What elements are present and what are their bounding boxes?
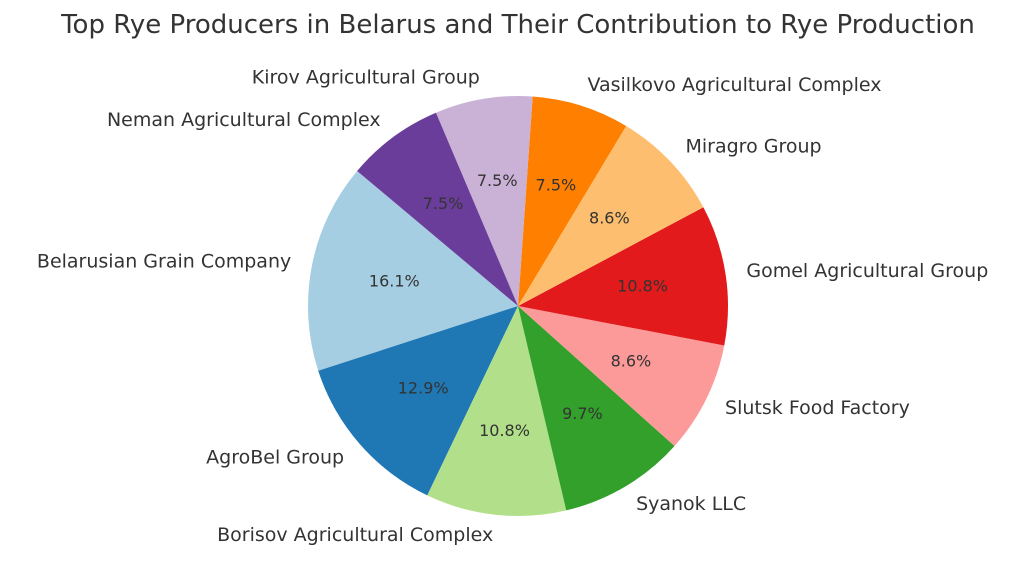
slice-label-kirov-agricultural-group: Kirov Agricultural Group [252, 67, 480, 89]
slice-labels: 16.1% Belarusian Grain Company 12.9% AgroBe… [37, 67, 988, 546]
slice-label-agrobel-group: AgroBel Group [206, 447, 344, 469]
pct-label-neman-agricultural-complex: 7.5% [423, 194, 464, 213]
pct-label-kirov-agricultural-group: 7.5% [477, 171, 518, 190]
slice-label-gomel-agricultural-group: Gomel Agricultural Group [746, 260, 988, 282]
slice-label-miragro-group: Miragro Group [686, 135, 822, 157]
pie-slice-neman-agricultural-complex [357, 112, 518, 307]
slice-label-syanok-llc: Syanok LLC [636, 493, 746, 515]
chart-title: Top Rye Producers in Belarus and Their C… [60, 10, 975, 40]
slice-label-slutsk-food-factory: Slutsk Food Factory [725, 397, 910, 419]
pct-label-slutsk-food-factory: 8.6% [611, 351, 652, 370]
pct-label-vasilkovo-agricultural-complex: 7.5% [536, 175, 577, 194]
pie-slice-syanok-llc [518, 306, 675, 511]
pie-slice-slutsk-food-factory [518, 306, 725, 446]
pct-label-miragro-group: 8.6% [589, 209, 630, 228]
pie-slices [307, 96, 728, 516]
pie-slice-kirov-agricultural-group [435, 96, 533, 307]
pie-slice-miragro-group [518, 125, 704, 306]
pie-slice-borisov-agricultural-complex [427, 306, 567, 516]
pie-slice-agrobel-group [318, 306, 518, 496]
pie-slice-vasilkovo-agricultural-complex [518, 96, 627, 306]
pie-slice-belarusian-grain-company [307, 171, 518, 371]
slice-label-vasilkovo-agricultural-complex: Vasilkovo Agricultural Complex [587, 74, 881, 96]
pct-label-borisov-agricultural-complex: 10.8% [479, 421, 530, 440]
slice-label-neman-agricultural-complex: Neman Agricultural Complex [107, 109, 381, 131]
slice-label-belarusian-grain-company: Belarusian Grain Company [37, 250, 291, 272]
pct-label-agrobel-group: 12.9% [398, 378, 449, 397]
slice-label-borisov-agricultural-complex: Borisov Agricultural Complex [217, 524, 493, 546]
pct-label-gomel-agricultural-group: 10.8% [617, 277, 668, 296]
pct-label-syanok-llc: 9.7% [562, 404, 603, 423]
pie-slice-gomel-agricultural-group [518, 207, 728, 346]
pct-label-belarusian-grain-company: 16.1% [369, 271, 420, 290]
